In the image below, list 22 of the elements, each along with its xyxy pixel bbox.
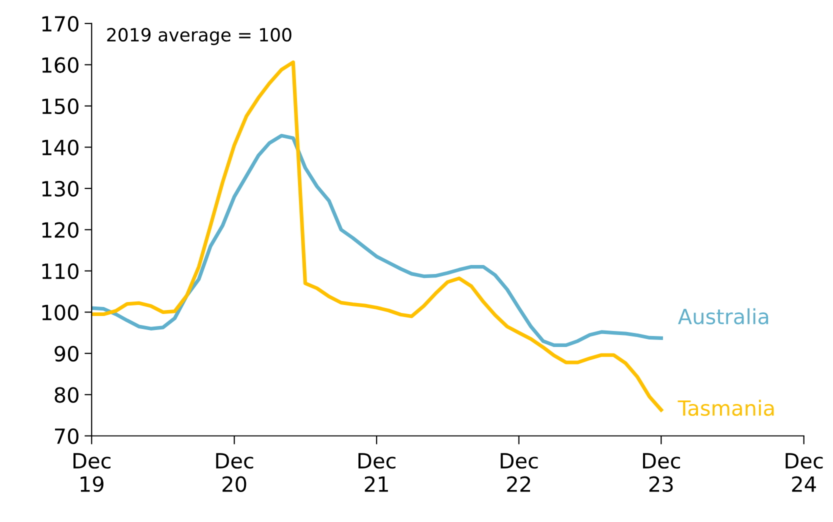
x-tick-label: Dec 20 [216,453,254,492]
y-tick-label: 150 [42,98,78,114]
series-label: Tasmania [678,400,774,416]
x-tick-label: Dec 24 [786,453,823,492]
line-series [92,134,663,347]
y-tick-label: 130 [42,180,78,197]
y-tick-label: 70 [55,428,78,444]
x-tick-label: Dec 19 [74,453,110,492]
series-label: Australia [678,308,768,324]
y-tick-label: 120 [42,222,78,238]
y-tick-label: 80 [54,387,78,403]
x-tick-label: Dec 23 [643,453,680,492]
y-tick-label: 100 [42,304,78,320]
annotation: 2019 average = 100 [107,28,292,46]
y-tick-label: 90 [54,346,78,362]
x-tick-label: Dec 21 [358,453,396,492]
y-tick-label: 110 [42,263,78,280]
x-tick-label: Dec 22 [500,453,538,492]
y-tick-label: 160 [42,57,78,73]
y-tick-label: 170 [42,16,78,32]
line-series [92,60,663,412]
y-tick-label: 140 [42,140,78,156]
